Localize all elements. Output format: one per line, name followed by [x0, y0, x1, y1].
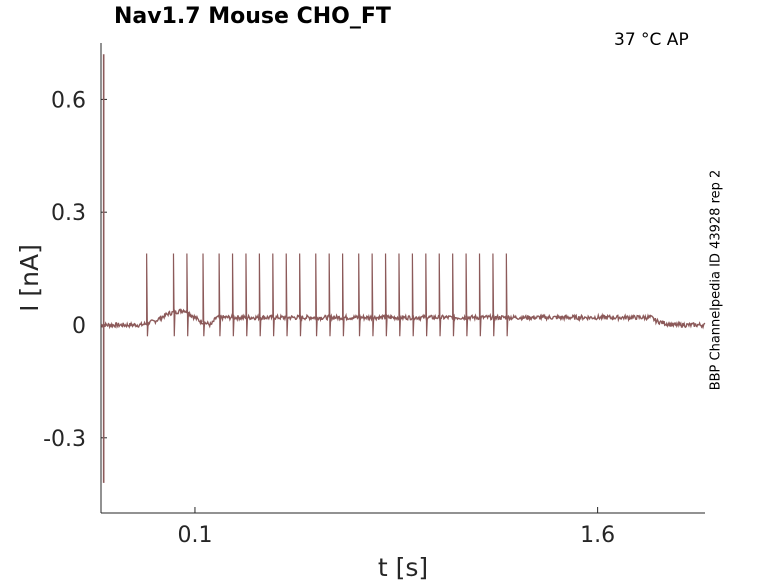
spike-mark	[358, 253, 361, 337]
spike-mark	[202, 253, 206, 337]
y-tick-label: 0	[72, 314, 86, 339]
x-tick-label: 1.6	[580, 523, 615, 548]
spike-mark	[231, 253, 235, 337]
spike-mark	[315, 253, 318, 337]
y-axis-label: I [nA]	[15, 244, 44, 312]
y-tick-label: 0.3	[51, 201, 86, 226]
spike-mark	[411, 253, 415, 337]
spike-mark	[425, 253, 428, 337]
x-tick-label: 0.1	[177, 523, 212, 548]
y-tick-label: -0.3	[43, 427, 86, 452]
spike-mark	[299, 253, 302, 337]
spike-mark	[186, 253, 190, 337]
x-axis-label: t [s]	[378, 553, 428, 582]
spike-mark	[452, 253, 455, 337]
spike-mark	[272, 253, 275, 337]
source-id-label: BBP Channelpedia ID 43928 rep 2	[708, 169, 724, 391]
chart-title: Nav1.7 Mouse CHO_FT	[114, 4, 391, 29]
spike-mark	[218, 253, 222, 337]
current-trace	[100, 308, 706, 330]
spike-mark	[172, 253, 176, 337]
condition-label: 37 °C AP	[614, 30, 689, 50]
spike-mark	[371, 253, 375, 337]
spike-mark	[328, 253, 332, 337]
spike-mark	[478, 253, 482, 337]
spike-mark	[245, 253, 249, 337]
spike-mark	[384, 253, 388, 337]
spike-mark	[438, 253, 442, 337]
y-tick-label: 0.6	[51, 88, 86, 113]
spike-mark	[492, 253, 496, 337]
spike-mark	[285, 253, 289, 337]
spike-mark	[465, 253, 469, 337]
spike-mark	[398, 253, 402, 337]
spike-mark	[342, 253, 345, 337]
spike-mark	[505, 253, 509, 337]
spike-mark	[146, 253, 149, 337]
spike-mark	[258, 253, 262, 337]
